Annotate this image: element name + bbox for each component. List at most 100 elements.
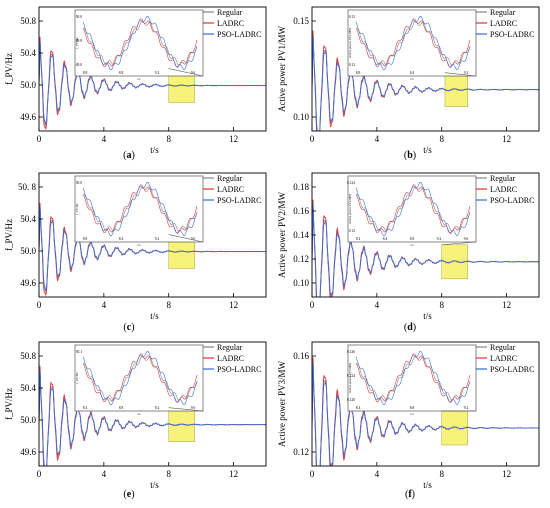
zoom-connector bbox=[168, 68, 204, 77]
inset-x-tick-label: 9.6 bbox=[464, 237, 469, 241]
inset-x-tick-label: 9.6 bbox=[191, 71, 196, 75]
plot-frame-f bbox=[311, 341, 540, 467]
panel-f: 0 4 8 12 0.16 0.12 t/s Active power PV3/MW (f) Re… bbox=[277, 341, 540, 500]
inset-x-tick-label: 9.2 bbox=[437, 237, 442, 241]
x-tick-label: 4 bbox=[375, 469, 380, 479]
inset-line-regular bbox=[355, 20, 471, 66]
inset-x-tick-label: 9.6 bbox=[191, 406, 196, 410]
legend-label: LADRC bbox=[217, 19, 244, 28]
inset-x-tick-label: 8.2 bbox=[356, 237, 361, 241]
y-tick-label: 0.14 bbox=[293, 230, 309, 240]
y-tick-label: 50.0 bbox=[20, 246, 36, 256]
inset-line-regular bbox=[82, 186, 198, 232]
zoom-connector bbox=[444, 72, 477, 77]
legend-label: Regular bbox=[490, 174, 516, 183]
series-line-pso-ladrc bbox=[312, 204, 539, 297]
x-tick-label: 4 bbox=[102, 134, 107, 144]
y-tick-label: 0.12 bbox=[293, 447, 309, 457]
panel-label: (b) bbox=[404, 150, 416, 161]
legend-label: Regular bbox=[217, 174, 243, 183]
y-tick-label: 50.8 bbox=[20, 351, 36, 361]
x-tick-label: 8 bbox=[166, 469, 171, 479]
inset-line-regular bbox=[82, 20, 198, 66]
x-axis-label: t/s bbox=[423, 145, 432, 155]
inset-line-pso-ladrc bbox=[82, 350, 198, 406]
inset-y-axis-label: Active power PV2/MW bbox=[348, 194, 352, 224]
inset-x-tick-label: 9.6 bbox=[191, 237, 196, 241]
inset-y-axis-label: f_PV/Hz bbox=[75, 37, 79, 49]
y-tick-label: 50.0 bbox=[20, 80, 36, 90]
inset-x-tick-label: 8.8 bbox=[83, 237, 88, 241]
panel-label: (a) bbox=[123, 150, 135, 161]
y-tick-label: 0.15 bbox=[293, 16, 309, 26]
inset-x-tick-label: 8.8 bbox=[119, 406, 124, 410]
inset-x-tick-label: 9.2 bbox=[464, 71, 469, 75]
plot-frame-a bbox=[38, 6, 267, 132]
inset-line-regular bbox=[355, 355, 471, 401]
panel-e: 0 4 8 12 50.8 50.4 50.0 49.6 t/s f_PV/Hz (e) Regula… bbox=[4, 341, 267, 500]
inset-y-tick-label: 0.13 bbox=[349, 15, 355, 19]
inset-x-tick-label: 8.4 bbox=[383, 237, 388, 241]
y-tick-label: 0.16 bbox=[293, 351, 309, 361]
panel-c: 0 4 8 12 50. 8 50.4 50.0 49.6 t/s f_PV/Hz (c) Regul… bbox=[4, 172, 267, 333]
inset-x-axis-label: t/s bbox=[410, 412, 414, 416]
inset-y-tick-label: 0.12 bbox=[349, 63, 355, 67]
y-tick-label: 50.4 bbox=[20, 383, 36, 393]
inset-y-tick-label: 50.0 bbox=[76, 181, 82, 185]
x-tick-label: 0 bbox=[310, 300, 315, 310]
y-tick-label: 49.6 bbox=[20, 278, 36, 288]
y-tick-label: 50.4 bbox=[20, 214, 36, 224]
x-axis-label: t/s bbox=[423, 480, 432, 490]
x-tick-label: 12 bbox=[229, 469, 238, 479]
legend-label: PSO-LADRC bbox=[490, 30, 534, 39]
inset-x-tick-label: 8.8 bbox=[119, 71, 124, 75]
x-tick-label: 12 bbox=[502, 134, 511, 144]
inset-x-tick-label: 9.2 bbox=[155, 406, 160, 410]
plot-frame-c bbox=[38, 172, 267, 298]
y-axis-label: Active power PV3/MW bbox=[277, 361, 287, 447]
x-tick-label: 0 bbox=[37, 300, 42, 310]
inset-line-pso-ladrc bbox=[82, 181, 198, 237]
panel-d: 0 4 8 12 0.18 0.16 0.14 0.12 0.10 t/s Active power… bbox=[277, 172, 540, 333]
inset-frame-f bbox=[347, 344, 477, 412]
legend-label: LADRC bbox=[217, 354, 244, 363]
x-tick-label: 12 bbox=[502, 469, 511, 479]
x-tick-label: 12 bbox=[502, 300, 511, 310]
inset-x-axis-label: t/s bbox=[137, 77, 141, 81]
x-tick-label: 8 bbox=[166, 134, 171, 144]
inset-frame-e bbox=[74, 344, 204, 412]
legend-label: Regular bbox=[217, 8, 243, 17]
x-tick-label: 0 bbox=[37, 134, 42, 144]
y-tick-label: 50. 8 bbox=[18, 182, 37, 192]
x-tick-label: 4 bbox=[375, 300, 380, 310]
y-axis-label: Active power PV1/MW bbox=[277, 26, 287, 112]
inset-y-tick-label: 49.8 bbox=[76, 39, 82, 43]
x-tick-label: 0 bbox=[310, 134, 315, 144]
legend-label: LADRC bbox=[217, 185, 244, 194]
inset-y-axis-label: f_PV/Hz bbox=[75, 372, 79, 384]
zoom-connector bbox=[168, 407, 204, 412]
legend-label: LADRC bbox=[490, 185, 517, 194]
legend-label: PSO-LADRC bbox=[217, 365, 261, 374]
legend-label: PSO-LADRC bbox=[490, 365, 534, 374]
inset-y-tick-label: 50.1 bbox=[76, 350, 82, 354]
x-tick-label: 4 bbox=[375, 134, 380, 144]
x-tick-label: 8 bbox=[439, 469, 444, 479]
panel-label: (d) bbox=[404, 322, 416, 333]
inset-y-tick-label: 0.120 bbox=[347, 398, 355, 402]
panel-label: (f) bbox=[405, 489, 415, 500]
legend-label: PSO-LADRC bbox=[217, 196, 261, 205]
panel-label: (e) bbox=[123, 489, 134, 500]
inset-y-axis-label: Active power PV3/MW bbox=[348, 363, 352, 393]
inset-y-tick-label: 49.0 bbox=[76, 63, 82, 67]
legend-label: LADRC bbox=[490, 19, 517, 28]
inset-frame-a bbox=[74, 9, 204, 77]
panel-label: (c) bbox=[123, 322, 134, 333]
inset-x-tick-label: 8.4 bbox=[356, 406, 361, 410]
y-tick-label: 0.12 bbox=[293, 254, 309, 264]
inset-line-regular bbox=[82, 355, 198, 401]
inset-x-tick-label: 8.4 bbox=[410, 71, 415, 75]
y-tick-label: 0.10 bbox=[293, 112, 309, 122]
inset-y-axis-label: Active power PV1/MW bbox=[348, 28, 352, 58]
